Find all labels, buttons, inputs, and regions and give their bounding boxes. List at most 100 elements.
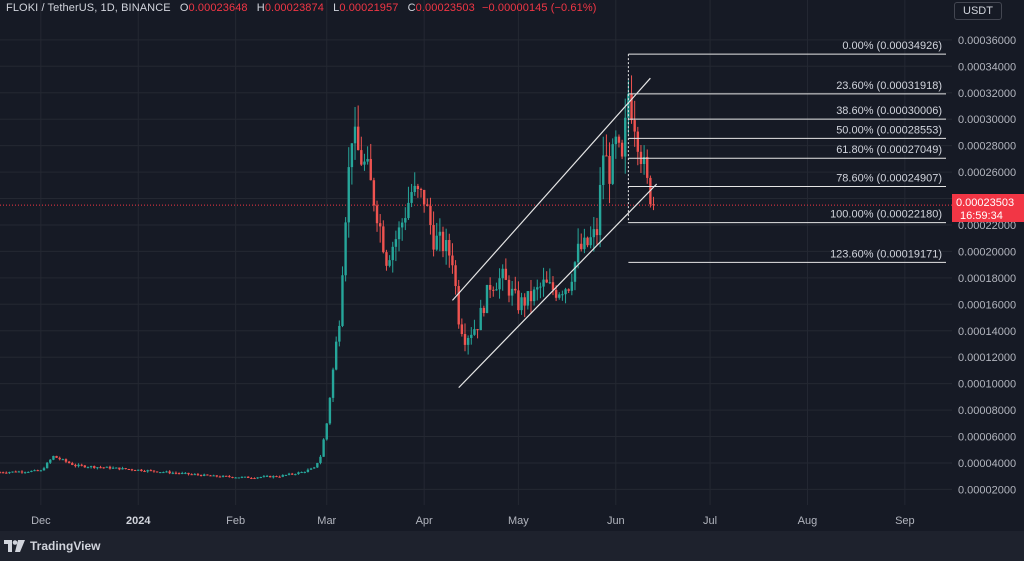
candle-body (272, 476, 275, 478)
candle-body (334, 341, 338, 370)
candle-body (1, 472, 5, 474)
candle-body (152, 470, 156, 472)
candle-body (460, 324, 464, 335)
candle-body (432, 225, 435, 250)
candle-body (316, 462, 319, 468)
candle-body (573, 262, 577, 282)
candle-body (303, 471, 306, 473)
candle-body (435, 235, 438, 250)
fib-level-label: 123.60% (0.00019171) (830, 248, 942, 260)
candle-body (93, 466, 96, 468)
candle-body (567, 289, 570, 291)
price-tick-label: 0.00014000 (958, 326, 1016, 338)
candle-body (206, 474, 209, 476)
price-tick-label: 0.00008000 (958, 405, 1016, 417)
candle-body (448, 240, 451, 256)
candle-body (49, 459, 52, 463)
candle-body (366, 158, 369, 162)
candle-body (378, 223, 382, 227)
candle-body (30, 470, 33, 472)
candle-body (228, 476, 231, 478)
candle-body (570, 281, 574, 291)
price-chart[interactable]: 0.00002000 0.00004000 0.00006000 0.00008000… (0, 0, 1024, 531)
candle-body (504, 268, 508, 280)
candle-body (8, 472, 11, 474)
candle-body (605, 155, 608, 157)
time-tick-label: Mar (317, 515, 336, 527)
candle-body (196, 474, 200, 476)
time-tick-label: 2024 (126, 515, 151, 527)
candle-body (181, 473, 184, 475)
candle-body (576, 243, 580, 263)
tradingview-brand[interactable]: TradingView (4, 539, 100, 553)
candle-body (558, 294, 561, 298)
candle-body (33, 470, 36, 472)
candle-body (561, 294, 564, 296)
candles-series (0, 75, 655, 480)
candle-body (407, 202, 410, 219)
candle-body (548, 282, 552, 284)
candle-body (410, 192, 413, 203)
candle-body (262, 476, 266, 478)
candle-body (501, 268, 504, 279)
candle-body (212, 475, 215, 477)
candle-body (614, 136, 618, 145)
candle-body (580, 243, 583, 250)
candle-body (350, 143, 354, 168)
price-tick-label: 0.00028000 (958, 141, 1016, 153)
candle-body (11, 471, 14, 473)
chart-grid (0, 0, 952, 505)
candle-body (473, 329, 476, 335)
candle-body (319, 456, 322, 463)
candle-body (419, 189, 423, 191)
candle-body (256, 477, 259, 479)
price-tick-label: 0.00026000 (958, 167, 1016, 179)
candle-body (284, 474, 288, 476)
time-tick-label: May (508, 515, 529, 527)
footer-bar: TradingView (0, 531, 1024, 561)
candle-body (14, 471, 17, 473)
candle-body (118, 467, 121, 470)
candle-body (517, 290, 520, 311)
candle-body (482, 307, 486, 313)
candle-body (312, 467, 316, 469)
price-axis[interactable]: 0.00002000 0.00004000 0.00006000 0.00008000… (958, 35, 1016, 497)
candle-body (193, 474, 196, 476)
candle-body (463, 334, 467, 345)
candle-body (159, 472, 162, 474)
candle-body (325, 423, 328, 440)
channel-lower-line (458, 183, 658, 389)
candle-body (290, 473, 294, 475)
candle-body (608, 155, 611, 184)
candle-body (115, 467, 118, 469)
candle-body (331, 369, 335, 398)
candle-body (382, 226, 385, 253)
candle-body (265, 475, 269, 477)
fib-level-label: 50.00% (0.00028553) (836, 124, 942, 136)
candle-body (209, 475, 212, 477)
channel-upper-line (451, 77, 651, 301)
candle-body (177, 473, 181, 475)
candle-body (353, 126, 357, 144)
candle-body (583, 237, 586, 250)
candle-body (492, 289, 495, 291)
candle-body (360, 150, 363, 165)
candle-body (130, 469, 134, 471)
currency-button[interactable]: USDT (954, 2, 1002, 20)
time-axis[interactable]: Dec 2024 Feb Mar Apr May Jun Jul Aug Sep (31, 515, 915, 527)
candle-body (71, 463, 74, 465)
candle-body (322, 439, 325, 457)
symbol-title[interactable]: FLOKI / TetherUS, 1D, BINANCE (6, 2, 171, 14)
candle-body (231, 476, 234, 478)
candle-body (58, 457, 61, 460)
candle-body (520, 297, 523, 311)
candle-body (61, 459, 65, 461)
candle-body (363, 161, 366, 165)
candle-body (426, 204, 429, 206)
candle-body (111, 467, 115, 469)
candle-body (636, 131, 640, 152)
price-tick-label: 0.00006000 (958, 432, 1016, 444)
candle-body (20, 471, 24, 473)
candle-body (627, 93, 630, 118)
candle-body (328, 397, 332, 424)
